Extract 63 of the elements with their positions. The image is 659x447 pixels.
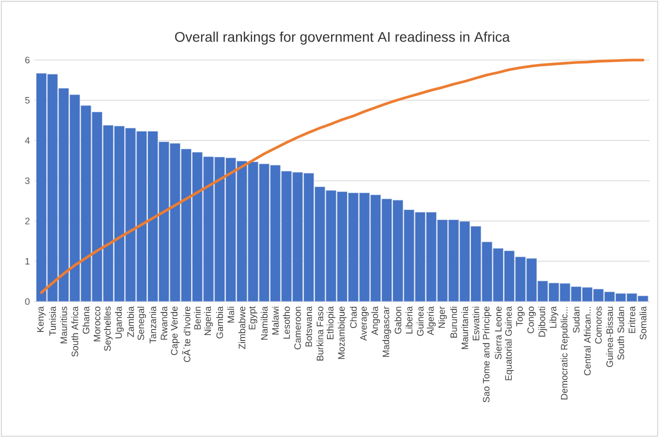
x-tick-label: Ghana xyxy=(82,306,90,334)
y-tick-label: 3 xyxy=(25,178,30,184)
x-tick-label: Liberia xyxy=(406,306,412,334)
x-tick-label: Libya xyxy=(550,306,558,328)
x-tick-label: Somalia xyxy=(640,306,646,340)
x-tick-label: Nigeria xyxy=(204,306,213,336)
x-tick-label: Eritrea xyxy=(628,306,636,333)
x-tick-label: Gambia xyxy=(216,306,224,338)
x-tick-label: Angola xyxy=(371,306,380,336)
x-tick-label: Tanzania xyxy=(149,306,156,344)
x-tick-label: Burkina Faso xyxy=(316,306,324,360)
x-tick-label: Mozambique xyxy=(338,306,347,359)
x-tick-label: Sudan xyxy=(572,306,580,333)
x-tick-label: Morocco xyxy=(94,306,100,342)
x-tick-label: Kenya xyxy=(37,306,46,332)
x-tick-label: Malawi xyxy=(272,306,279,335)
x-tick-label: Equatorial Guinea xyxy=(504,306,514,380)
x-tick-label: Djibouti xyxy=(538,306,548,337)
chart-title: Overall rankings for government AI readiness in Africa xyxy=(175,32,510,45)
x-tick-label: Lesotho xyxy=(283,306,290,339)
x-tick-label: Seychelles xyxy=(104,306,113,351)
x-tick-label: South Sudan xyxy=(617,306,624,360)
x-tick-label: South Africa xyxy=(71,306,78,357)
x-tick-label: Cameroon xyxy=(294,306,301,350)
x-tick-label: Botswana xyxy=(306,306,312,346)
x-tick-label: Mali xyxy=(227,306,234,323)
x-tick-label: Madagascar xyxy=(382,306,392,357)
x-tick-label: Sao Tome and Principe xyxy=(482,306,492,402)
x-tick-label: Burundi xyxy=(450,306,458,338)
x-tick-label: Average xyxy=(360,306,369,341)
x-tick-label: CÃ´te d'Ivoire xyxy=(182,306,190,362)
y-tick-label: 4 xyxy=(24,137,30,144)
x-tick-label: Tunisia xyxy=(49,306,56,336)
x-tick-label: Zambia xyxy=(127,306,134,338)
x-tick-label: Rwanda xyxy=(160,306,168,340)
x-tick-label: Niger xyxy=(438,306,447,328)
x-tick-label: Algeria xyxy=(426,306,436,336)
x-tick-label: Guinea xyxy=(416,306,424,336)
x-tick-label: Senegal xyxy=(137,306,146,340)
x-tick-label: Togo xyxy=(516,306,525,326)
y-tick-label: 1 xyxy=(25,258,30,264)
x-tick-label: Cape Verde xyxy=(170,306,180,356)
x-tick-label: Chad xyxy=(350,306,357,328)
x-tick-label: Sierra Leone xyxy=(494,306,502,360)
x-tick-label: Zimbabwe xyxy=(238,306,246,350)
x-tick-label: Gabon xyxy=(394,306,402,334)
x-tick-label: Namibia xyxy=(260,306,268,340)
x-tick-label: Mauritania xyxy=(461,306,468,350)
x-tick-label: Uganda xyxy=(115,306,124,338)
x-tick-label: Benin xyxy=(194,306,201,330)
x-tick-label: Ethiopia xyxy=(326,306,336,340)
x-tick-label: Eswatini xyxy=(472,306,480,340)
x-tick-label: Central African... xyxy=(584,307,591,376)
x-tick-label: Guinea-Bissau xyxy=(606,306,613,368)
x-tick-label: Egypt xyxy=(248,306,258,330)
y-tick-label: 0 xyxy=(25,298,30,305)
y-tick-label: 5 xyxy=(25,97,30,104)
x-tick-label: Democratic Republic... xyxy=(560,307,570,400)
x-tick-label: Congo xyxy=(527,306,536,334)
x-tick-label: Comoros xyxy=(595,306,602,344)
y-tick-label: 2 xyxy=(25,218,30,224)
x-tick-label: Mauritius xyxy=(60,306,68,344)
y-tick-label: 6 xyxy=(25,56,30,64)
